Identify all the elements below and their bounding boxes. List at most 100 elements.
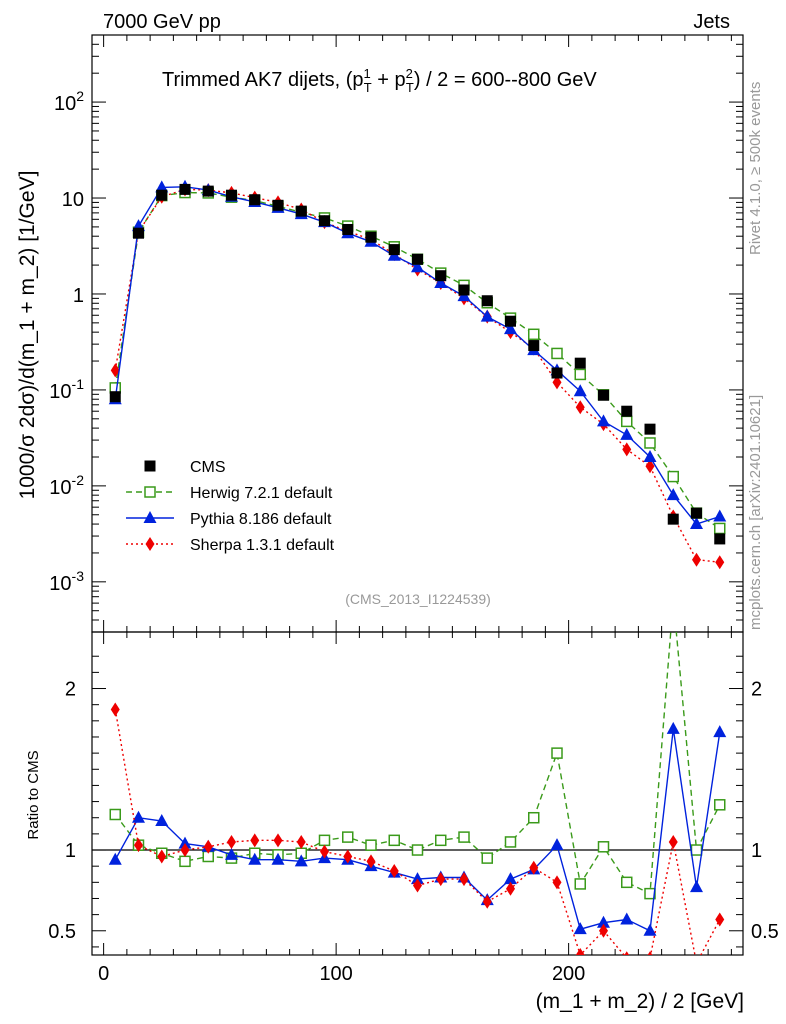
point-herwig [714,522,726,535]
point-pythia [643,449,657,462]
point-cms [644,423,656,435]
legend-label-sherpa: Sherpa 1.3.1 default [190,537,335,554]
ratio-point-pythia [666,721,680,734]
legend-marker-herwig [144,486,156,498]
ratio-point-pythia [294,854,308,867]
point-cms [714,533,726,545]
point-sherpa [645,459,655,474]
legend-marker-cms [144,460,156,472]
point-sherpa [110,363,120,378]
ratio-point-pythia [411,872,424,885]
point-pythia [155,180,169,193]
ratio-point-herwig [179,855,191,868]
legend-marker-pythia [143,511,157,523]
ratio-plot-area [108,632,727,970]
ratio-point-pythia [713,725,727,738]
ratio-point-sherpa [366,854,376,869]
y-tick-label-main: 102 [54,88,84,115]
legend-label-pythia: Pythia 8.186 default [190,511,332,528]
point-cms [458,284,470,296]
ratio-point-pythia [550,838,564,851]
point-pythia [666,488,680,501]
ratio-point-sherpa [552,875,562,890]
point-cms [667,513,679,525]
ratio-point-pythia [620,912,634,925]
ratio-point-pythia [643,923,657,936]
ratio-point-sherpa [482,894,492,909]
y-tick-label-main: 10-2 [49,472,84,499]
legend: CMS Herwig 7.2.1 default Pythia 8.186 defa… [126,459,335,554]
point-sherpa [715,555,725,570]
series-line-herwig [114,191,721,530]
legend-marker-sherpa [145,537,155,551]
x-tick-label: 200 [552,963,585,985]
ratio-point-sherpa [250,833,260,848]
ratio-point-sherpa [647,951,653,955]
point-cms [551,367,563,379]
ratio-point-herwig [504,836,517,848]
ratio-point-sherpa [320,844,329,859]
point-sherpa [552,375,562,390]
point-cms [156,189,168,201]
chart-title: Trimmed AK7 dijets, (p1 T + p2 T) / 2 = 60… [162,66,597,95]
ratio-point-herwig [435,834,447,847]
ratio-point-pythia [573,922,587,935]
point-cms [226,189,237,201]
analysis-id: (CMS_2013_I1224539) [345,591,491,607]
ratio-point-sherpa [529,860,539,875]
ratio-point-herwig [109,808,121,821]
ratio-point-sherpa [715,912,725,927]
ratio-point-herwig [714,799,726,811]
point-cms [249,194,261,206]
point-cms [505,315,516,327]
point-pythia [597,414,610,427]
point-cms [412,253,423,265]
ratio-point-sherpa [506,881,515,896]
legend-label-herwig: Herwig 7.2.1 default [190,485,333,502]
point-herwig [621,415,633,428]
point-pythia [620,427,634,440]
point-cms [598,389,609,401]
series-line-sherpa [114,188,720,563]
x-tick-label: 100 [319,963,352,985]
ratio-point-pythia [132,810,145,823]
y-tick-label-ratio: 2 [65,679,76,701]
point-herwig [574,368,586,381]
point-cms [574,357,586,369]
ratio-line-herwig [114,632,721,895]
point-cms [342,223,354,235]
ratio-point-pythia [271,852,285,865]
ratio-point-herwig [318,834,331,847]
point-cms [388,244,400,256]
point-pythia [713,509,727,522]
ratio-point-herwig [574,878,586,890]
ratio-point-sherpa [296,834,306,849]
x-tick-label: 0 [98,963,109,985]
header-left: 7000 GeV pp [103,11,221,33]
point-pythia [690,517,703,530]
ratio-line-sherpa [114,709,721,955]
y-tick-label-main: 1 [73,285,84,307]
rivet-label: Rivet 4.1.0, ≥ 500k events [747,82,764,255]
point-sherpa [622,442,632,457]
point-cms [133,227,144,239]
ratio-point-sherpa [203,839,213,854]
y-tick-label-main: 10-3 [49,568,84,595]
point-herwig [528,328,540,341]
point-pythia [411,260,424,273]
ratio-point-herwig [690,844,703,856]
ratio-point-pythia [108,852,122,865]
ratio-point-herwig [551,747,563,759]
ratio-point-sherpa [343,849,353,864]
y-tick-label-ratio-right: 1 [751,840,762,862]
ratio-point-herwig [388,834,400,847]
y-tick-label-ratio: 0.5 [48,921,76,943]
ratio-point-sherpa [692,956,701,970]
ratio-point-sherpa [668,834,678,849]
point-cms [295,205,307,217]
ratio-point-herwig [528,811,540,824]
point-pythia [434,276,448,289]
point-cms [481,295,493,307]
ratio-point-pythia [597,915,610,928]
legend-label-cms: CMS [190,459,226,476]
